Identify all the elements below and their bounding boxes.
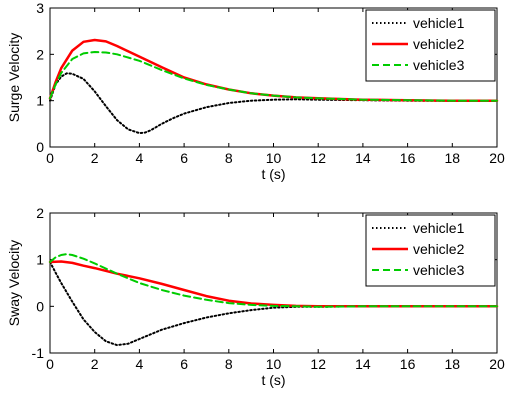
x-tick-label: 8 — [225, 356, 233, 372]
legend-box — [365, 214, 496, 287]
legend-label-vehicle3: vehicle3 — [413, 57, 465, 73]
x-tick-label: 20 — [489, 356, 505, 372]
x-tick-label: 10 — [266, 150, 282, 166]
x-tick-label: 0 — [46, 356, 54, 372]
x-tick-label: 14 — [355, 356, 371, 372]
x-tick-label: 18 — [445, 150, 461, 166]
legend-label-vehicle2: vehicle2 — [413, 36, 465, 52]
x-tick-label: 6 — [180, 150, 188, 166]
y-tick-label: 0 — [36, 298, 44, 314]
axis-ticks — [49, 7, 498, 148]
y-tick-label: 2 — [36, 205, 44, 221]
series-lines — [48, 38, 499, 135]
legend: vehicle1 vehicle2 vehicle3 — [365, 9, 496, 82]
legend-label-vehicle2: vehicle2 — [413, 241, 465, 257]
x-tick-label: 4 — [136, 150, 144, 166]
x-tick-label: 8 — [225, 150, 233, 166]
x-tick-label: 10 — [266, 356, 282, 372]
x-tick-label: 12 — [310, 150, 326, 166]
series-lines — [48, 253, 499, 347]
legend-label-vehicle1: vehicle1 — [413, 220, 465, 236]
x-tick-label: 18 — [445, 356, 461, 372]
x-tick-label: 14 — [355, 150, 371, 166]
y-tick-label: -1 — [32, 345, 45, 361]
y-tick-label: 2 — [36, 46, 44, 62]
legend-label-vehicle3: vehicle3 — [413, 262, 465, 278]
x-tick-label: 2 — [91, 150, 99, 166]
legend-box — [365, 9, 496, 82]
x-tick-label: 6 — [180, 356, 188, 372]
series-line-vehicle3 — [49, 253, 498, 308]
x-axis-title: t (s) — [261, 166, 285, 182]
x-tick-label: 16 — [400, 356, 416, 372]
y-axis-title: Surge Velocity — [6, 33, 22, 123]
x-tick-label: 20 — [489, 150, 505, 166]
y-tick-label: 1 — [36, 252, 44, 268]
x-tick-label: 2 — [91, 356, 99, 372]
x-axis-title: t (s) — [261, 372, 285, 388]
legend-label-vehicle1: vehicle1 — [413, 15, 465, 31]
y-axis-title: Sway Velocity — [6, 240, 22, 326]
x-tick-label: 16 — [400, 150, 416, 166]
y-tick-label: 3 — [36, 0, 44, 16]
series-line-vehicle3 — [49, 51, 498, 102]
y-tick-label: 1 — [36, 93, 44, 109]
series-line-vehicle1 — [49, 72, 498, 135]
legend: vehicle1 vehicle2 vehicle3 — [365, 214, 496, 287]
x-tick-label: 0 — [46, 150, 54, 166]
x-tick-label: 4 — [136, 356, 144, 372]
x-tick-label: 12 — [310, 356, 326, 372]
y-tick-label: 0 — [36, 139, 44, 155]
